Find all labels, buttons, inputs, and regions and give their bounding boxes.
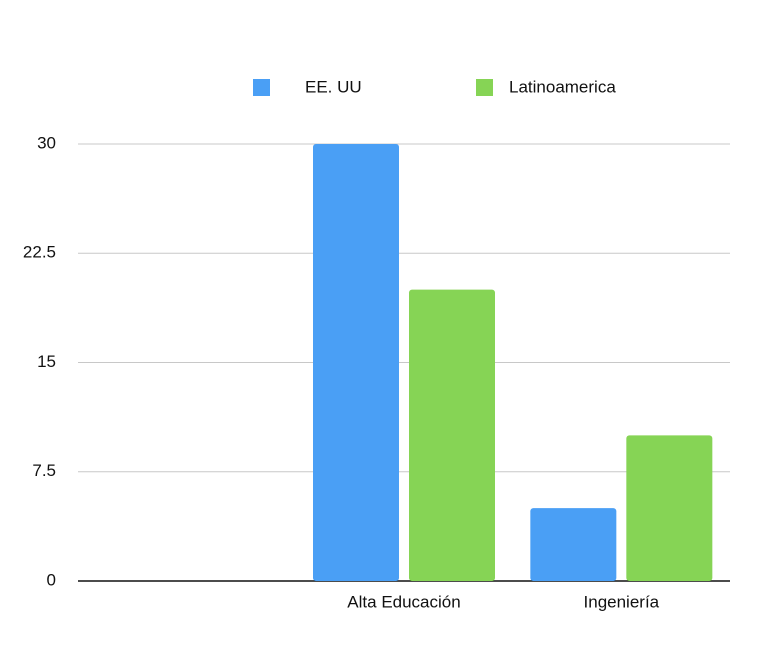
bar: [530, 508, 617, 581]
bar: [626, 435, 713, 581]
y-tick-label: 0: [47, 570, 56, 589]
bar: [409, 289, 495, 581]
bar: [313, 144, 399, 581]
legend-swatch: [253, 79, 270, 96]
x-tick-label: Ingeniería: [584, 592, 660, 611]
y-tick-label: 7.5: [32, 461, 56, 480]
legend-label: Latinoamerica: [509, 77, 616, 96]
legend-label: EE. UU: [305, 77, 362, 96]
y-tick-label: 22.5: [23, 243, 56, 262]
y-tick-label: 30: [37, 133, 56, 152]
x-tick-label: Alta Educación: [347, 592, 460, 611]
legend-swatch: [476, 79, 493, 96]
y-tick-label: 15: [37, 352, 56, 371]
